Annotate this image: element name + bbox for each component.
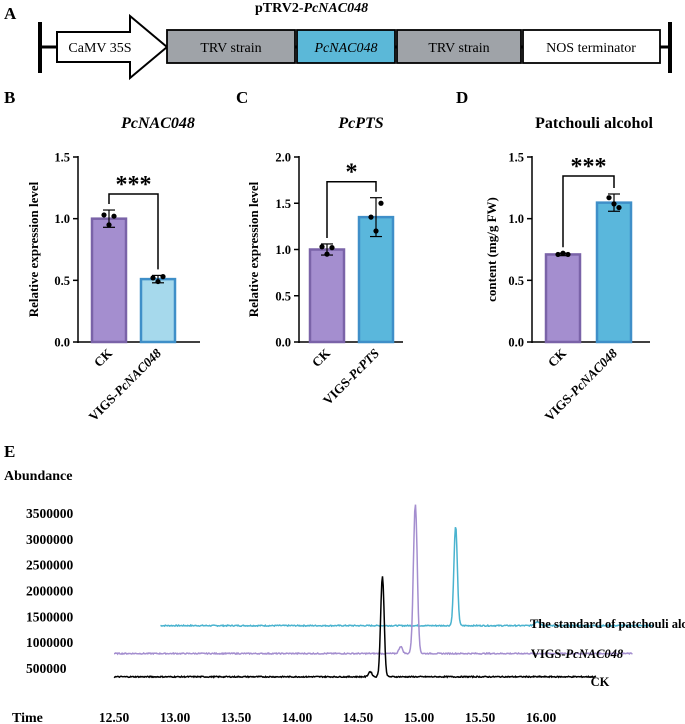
segment-nos-terminator <box>522 29 661 64</box>
construct-title-prefix: pTRV2- <box>255 1 304 16</box>
chart-d-data-point <box>611 201 617 207</box>
chromatogram-xtick-label: 13.00 <box>160 710 191 724</box>
chart-b-ytick-label: 0.5 <box>54 274 70 288</box>
chart-d-significance-label: *** <box>571 154 607 180</box>
construct-title-gene: PcNAC048 <box>303 1 369 16</box>
chart-b-significance-bracket <box>108 193 159 270</box>
chart-b-ytick-label: 0.0 <box>54 336 70 350</box>
chromatogram-series-label: VIGS-PcNAC048 <box>531 647 624 661</box>
chart-d-ytick-label: 1.0 <box>508 212 524 226</box>
chart-c-ytick-label: 0.5 <box>275 289 291 303</box>
chromatogram-trace-2 <box>113 576 597 679</box>
panel-c-label: C <box>236 88 249 107</box>
chart-d-ytick-label: 0.5 <box>508 274 524 288</box>
chart-c-data-point <box>329 245 335 251</box>
chart-c-data-point <box>319 244 325 250</box>
chart-b-data-point <box>150 275 156 281</box>
panel-b-label: B <box>4 88 16 107</box>
chromatogram-series-label: The standard of patchouli alcohol <box>530 617 685 631</box>
chart-b-data-point <box>106 222 112 228</box>
chromatogram-ytick-label: 500000 <box>26 661 67 676</box>
segment-trv-2-label: TRV strain <box>428 41 489 56</box>
chromatogram-ylabel: Abundance <box>4 469 72 484</box>
chart-d-bar <box>595 201 633 344</box>
chromatogram-xtick-label: 12.50 <box>99 710 130 724</box>
segment-trv-2 <box>396 29 522 64</box>
chromatogram: Abundance Time 500000 1000000 1500000 2000000… <box>4 469 685 724</box>
chart-c-ytick-label: 0.0 <box>275 336 291 350</box>
chart-b-significance-label: *** <box>116 172 152 198</box>
chromatogram-series-label: CK <box>591 675 610 689</box>
chromatogram-ytick-label: 1500000 <box>26 609 74 624</box>
chromatogram-xtick-label: 14.00 <box>282 710 313 724</box>
panel-d-label: D <box>456 88 469 107</box>
chart-c-data-point <box>368 214 374 220</box>
chromatogram-ytick-label: 1000000 <box>26 635 74 650</box>
chart-b-bar <box>139 277 177 344</box>
segment-trv-1 <box>166 29 296 64</box>
chart-c-significance-label: * <box>346 160 358 186</box>
chart-c-xtick-label: CK <box>309 345 334 370</box>
chart-c-ytick-label: 2.0 <box>275 151 291 165</box>
segment-nos-terminator-label: NOS terminator <box>546 41 636 56</box>
chart-b-data-point <box>111 213 117 219</box>
chromatogram-ytick-label: 3000000 <box>26 532 74 547</box>
chart-pcnac048: PcNAC048 Relative expression level 0.0 0.5 1… <box>26 115 200 424</box>
chart-d-data-point <box>606 195 612 201</box>
chart-b-data-point <box>101 212 107 218</box>
chromatogram-xlabel: Time <box>12 711 43 724</box>
chromatogram-xtick-label: 16.00 <box>526 710 557 724</box>
construct-title: pTRV2-PcNAC048 <box>255 1 368 17</box>
chart-c-ytick-label: 1.0 <box>275 243 291 257</box>
chart-d-ytick-label: 1.5 <box>508 151 524 165</box>
chart-d-data-point <box>555 251 561 258</box>
chromatogram-ytick-label: 2000000 <box>26 584 74 599</box>
chart-c-data-point <box>324 251 330 257</box>
chart-d-data-point <box>560 250 566 256</box>
panel-e-label: E <box>4 442 16 461</box>
chart-d-ytick-label: 0.0 <box>508 336 524 350</box>
segment-trv-1-label: TRV strain <box>200 41 261 56</box>
construct-map: CaMV 35S TRV strain PcNAC048 TRV strain … <box>38 13 672 81</box>
chart-b-data-point <box>155 278 161 285</box>
chart-c-title: PcPTS <box>337 115 383 132</box>
chart-pcpts: PcPTS Relative expression level 0.0 0.5 1.0 1… <box>246 115 403 408</box>
chromatogram-trace-0 <box>160 526 654 628</box>
chart-c-bar <box>308 248 346 344</box>
chart-d-title: Patchouli alcohol <box>535 115 653 132</box>
chart-c-significance-bracket <box>326 180 377 238</box>
chromatogram-xtick-label: 13.50 <box>221 710 252 724</box>
segment-pcnac048 <box>296 29 396 64</box>
chromatogram-ytick-label: 3500000 <box>26 506 74 521</box>
chart-d-xtick-label: CK <box>545 345 570 370</box>
chart-patchouli-alcohol: Patchouli alcohol content (mg/g FW) 0.0 0.5… <box>484 115 653 424</box>
chart-c-ylabel: Relative expression level <box>246 181 261 317</box>
chart-d-data-point <box>616 204 622 211</box>
chart-c-ytick-label: 1.5 <box>275 197 291 211</box>
chart-b-ylabel: Relative expression level <box>26 181 41 317</box>
chart-d-significance-bracket <box>562 175 615 248</box>
chart-c-data-point <box>373 228 379 234</box>
chromatogram-ytick-label: 2500000 <box>26 558 74 573</box>
segment-pcnac048-label: PcNAC048 <box>314 41 378 56</box>
segment-camv35s <box>56 13 169 81</box>
chart-b-xtick-label: CK <box>91 345 116 370</box>
segment-camv35s-label: CaMV 35S <box>68 41 131 56</box>
chromatogram-trace-1 <box>114 504 633 656</box>
chart-d-bar <box>544 253 582 344</box>
chart-b-ytick-label: 1.0 <box>54 212 70 226</box>
chromatogram-xtick-label: 15.50 <box>465 710 496 724</box>
chart-b-data-point <box>160 274 166 280</box>
chromatogram-xtick-label: 14.50 <box>343 710 374 724</box>
chart-d-data-point <box>565 251 571 258</box>
chromatogram-xtick-label: 15.00 <box>404 710 435 724</box>
chart-b-title: PcNAC048 <box>120 115 195 132</box>
chart-d-ylabel: content (mg/g FW) <box>484 197 499 302</box>
chart-b-ytick-label: 1.5 <box>54 151 70 165</box>
chart-b-bar <box>90 217 128 344</box>
panel-a-label: A <box>4 4 17 23</box>
chart-c-data-point <box>378 200 384 206</box>
